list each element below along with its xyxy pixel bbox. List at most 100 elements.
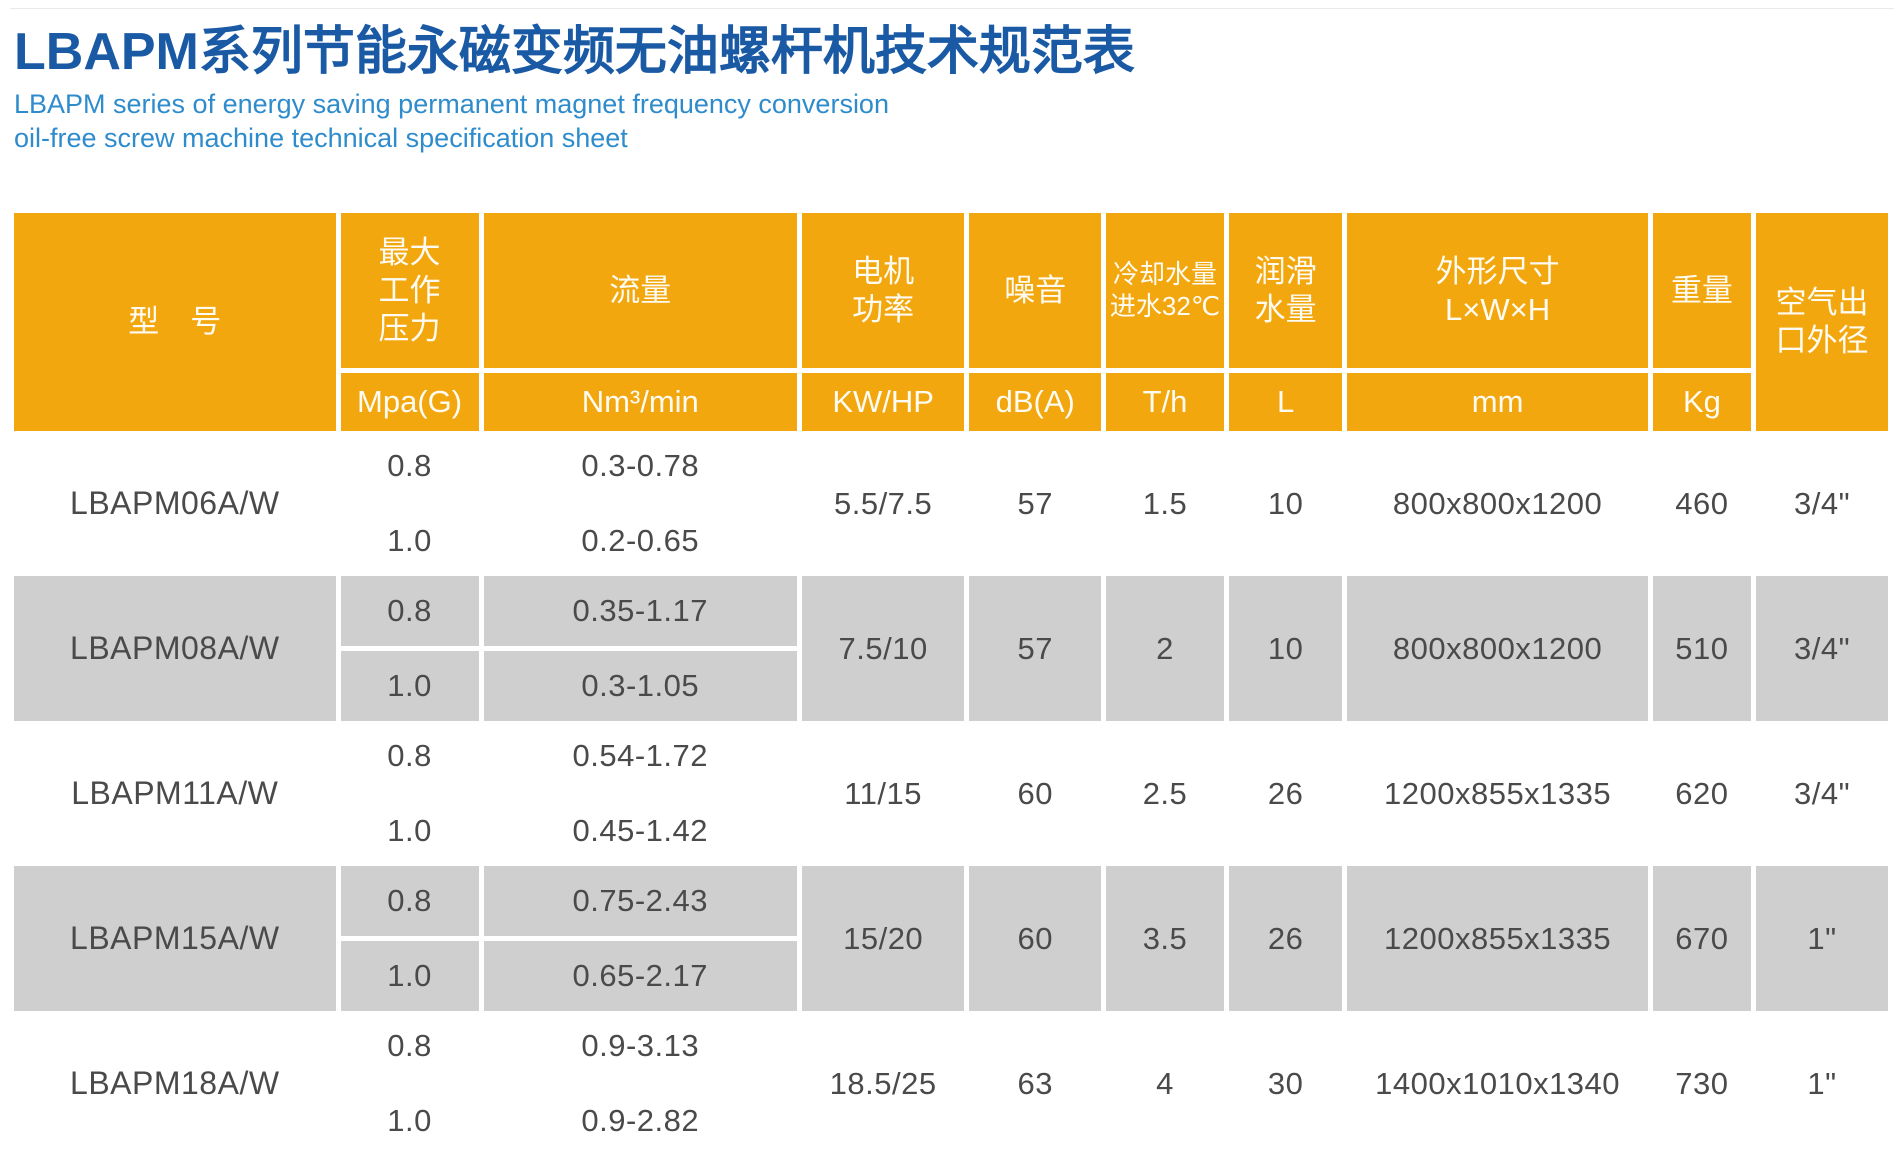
table-row: LBAPM18A/W 0.8 1.0 0.9-3.13 0.9-2.82 18.…: [14, 1011, 1888, 1156]
page-subtitle-line1: LBAPM series of energy saving permanent …: [14, 89, 889, 120]
cell-cooling-water: 1.5: [1106, 431, 1224, 577]
cell-dimensions: 1200x855x1335: [1347, 866, 1648, 1012]
cell-model: LBAPM06A/W: [14, 431, 336, 577]
cell-outlet-diameter: 3/4": [1756, 721, 1888, 867]
page-subtitle-line2: oil-free screw machine technical specifi…: [14, 123, 628, 154]
cell-flow-low: 0.65-2.17: [483, 941, 797, 1012]
table-header: 型 号 最大 工作 压力 流量 电机 功率 噪音 冷却水量 进水32℃ 润滑 水…: [14, 213, 1888, 432]
column-unit-max-pressure: Mpa(G): [340, 373, 479, 432]
cell-flow-high: 0.54-1.72: [483, 721, 797, 792]
cell-motor-power: 11/15: [801, 721, 965, 867]
cell-weight: 730: [1652, 1011, 1752, 1156]
column-header-model: 型 号: [14, 213, 336, 432]
cell-pressure: 0.8 1.0: [340, 576, 479, 722]
table-row: LBAPM11A/W 0.8 1.0 0.54-1.72 0.45-1.42 1…: [14, 721, 1888, 867]
column-unit-weight: Kg: [1652, 373, 1752, 432]
table-row: LBAPM06A/W 0.8 1.0 0.3-0.78 0.2-0.65 5.5…: [14, 431, 1888, 577]
cell-outlet-diameter: 3/4": [1756, 576, 1888, 722]
table-row: LBAPM08A/W 0.8 1.0 0.35-1.17 0.3-1.05 7.…: [14, 576, 1888, 722]
cell-weight: 460: [1652, 431, 1752, 577]
cell-weight: 510: [1652, 576, 1752, 722]
column-header-weight: 重量: [1652, 213, 1752, 369]
page-title: LBAPM系列节能永磁变频无油螺杆机技术规范表: [14, 23, 1135, 81]
column-header-outlet-diameter: 空气出 口外径: [1756, 213, 1888, 432]
cell-pressure: 0.8 1.0: [340, 721, 479, 867]
cell-flow-high: 0.9-3.13: [483, 1011, 797, 1082]
cell-pressure-high: 0.8: [340, 1011, 479, 1082]
cell-cooling-water: 4: [1106, 1011, 1224, 1156]
cell-cooling-water: 2: [1106, 576, 1224, 722]
cell-flow: 0.35-1.17 0.3-1.05: [483, 576, 797, 722]
column-header-dimensions: 外形尺寸 L×W×H: [1347, 213, 1648, 369]
column-unit-lubricating-water: L: [1228, 373, 1343, 432]
cell-pressure-high: 0.8: [340, 576, 479, 647]
cell-flow: 0.54-1.72 0.45-1.42: [483, 721, 797, 867]
cell-cooling-water: 2.5: [1106, 721, 1224, 867]
column-header-flow: 流量: [483, 213, 797, 369]
cell-flow-high: 0.35-1.17: [483, 576, 797, 647]
cell-flow: 0.9-3.13 0.9-2.82: [483, 1011, 797, 1156]
cell-pressure-low: 1.0: [340, 1086, 479, 1156]
cell-pressure-low: 1.0: [340, 796, 479, 867]
cell-pressure-low: 1.0: [340, 941, 479, 1012]
column-unit-dimensions: mm: [1347, 373, 1648, 432]
cell-motor-power: 18.5/25: [801, 1011, 965, 1156]
cell-dimensions: 800x800x1200: [1347, 431, 1648, 577]
cell-model: LBAPM18A/W: [14, 1011, 336, 1156]
cell-flow-low: 0.3-1.05: [483, 651, 797, 722]
cell-pressure-high: 0.8: [340, 866, 479, 937]
cell-pressure: 0.8 1.0: [340, 431, 479, 577]
cell-model: LBAPM08A/W: [14, 576, 336, 722]
cell-motor-power: 15/20: [801, 866, 965, 1012]
cell-noise: 63: [969, 1011, 1102, 1156]
cell-outlet-diameter: 1": [1756, 1011, 1888, 1156]
cell-weight: 620: [1652, 721, 1752, 867]
cell-flow-high: 0.3-0.78: [483, 431, 797, 502]
cell-dimensions: 1400x1010x1340: [1347, 1011, 1648, 1156]
cell-flow-low: 0.45-1.42: [483, 796, 797, 867]
column-header-noise: 噪音: [969, 213, 1102, 369]
column-header-motor-power: 电机 功率: [801, 213, 965, 369]
cell-pressure: 0.8 1.0: [340, 866, 479, 1012]
cell-model: LBAPM15A/W: [14, 866, 336, 1012]
cell-flow: 0.75-2.43 0.65-2.17: [483, 866, 797, 1012]
cell-flow-high: 0.75-2.43: [483, 866, 797, 937]
column-unit-cooling-water: T/h: [1106, 373, 1224, 432]
cell-weight: 670: [1652, 866, 1752, 1012]
cell-lubricating-water: 26: [1228, 721, 1343, 867]
column-header-cooling-water: 冷却水量 进水32℃: [1106, 213, 1224, 369]
page-subtitle: LBAPM series of energy saving permanent …: [14, 87, 1904, 155]
cell-dimensions: 800x800x1200: [1347, 576, 1648, 722]
cell-pressure-high: 0.8: [340, 431, 479, 502]
column-unit-motor-power: KW/HP: [801, 373, 965, 432]
cell-flow: 0.3-0.78 0.2-0.65: [483, 431, 797, 577]
cell-pressure-low: 1.0: [340, 506, 479, 577]
cell-pressure: 0.8 1.0: [340, 1011, 479, 1156]
cell-pressure-low: 1.0: [340, 651, 479, 722]
cell-noise: 60: [969, 866, 1102, 1012]
top-divider: [10, 8, 1894, 9]
cell-outlet-diameter: 3/4": [1756, 431, 1888, 577]
cell-lubricating-water: 10: [1228, 431, 1343, 577]
column-unit-noise: dB(A): [969, 373, 1102, 432]
cell-motor-power: 7.5/10: [801, 576, 965, 722]
cell-noise: 57: [969, 431, 1102, 577]
column-header-max-pressure: 最大 工作 压力: [340, 213, 479, 369]
cell-flow-low: 0.2-0.65: [483, 506, 797, 577]
cell-motor-power: 5.5/7.5: [801, 431, 965, 577]
cell-dimensions: 1200x855x1335: [1347, 721, 1648, 867]
cell-noise: 60: [969, 721, 1102, 867]
cell-lubricating-water: 26: [1228, 866, 1343, 1012]
cell-lubricating-water: 30: [1228, 1011, 1343, 1156]
cell-lubricating-water: 10: [1228, 576, 1343, 722]
cell-cooling-water: 3.5: [1106, 866, 1224, 1012]
spec-table: 型 号 最大 工作 压力 流量 电机 功率 噪音 冷却水量 进水32℃ 润滑 水…: [14, 213, 1888, 1156]
cell-outlet-diameter: 1": [1756, 866, 1888, 1012]
cell-model: LBAPM11A/W: [14, 721, 336, 867]
cell-flow-low: 0.9-2.82: [483, 1086, 797, 1156]
cell-noise: 57: [969, 576, 1102, 722]
column-unit-flow: Nm³/min: [483, 373, 797, 432]
cell-pressure-high: 0.8: [340, 721, 479, 792]
table-row: LBAPM15A/W 0.8 1.0 0.75-2.43 0.65-2.17 1…: [14, 866, 1888, 1012]
